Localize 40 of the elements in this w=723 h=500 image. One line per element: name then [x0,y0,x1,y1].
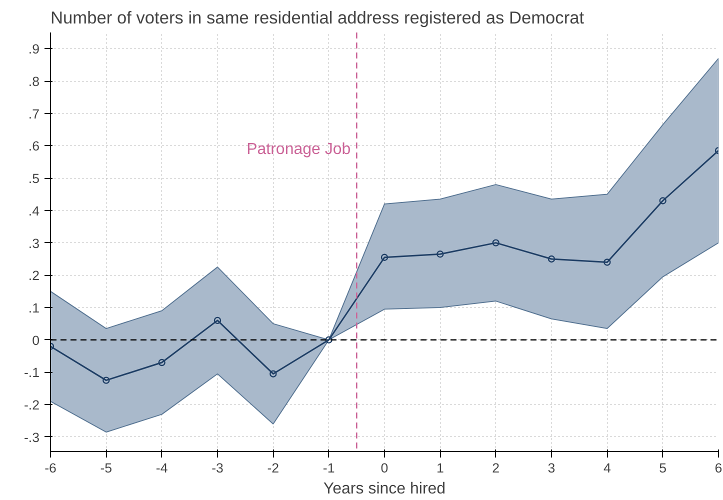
x-tick-label: 0 [380,460,388,476]
y-tick-label: -.2 [24,398,40,413]
x-tick-label: 3 [548,460,556,476]
point [102,376,110,384]
y-tick-label: .3 [28,236,40,251]
y-tick-label: .9 [28,42,40,57]
point [270,370,277,378]
x-tick-label: -1 [322,460,335,476]
y-tick-label: .7 [28,106,40,122]
point [604,258,611,266]
ref-line-label: Patronage Job [246,141,351,158]
y-tick-label: 0 [32,332,40,348]
x-tick-label: -6 [44,460,56,476]
point [436,250,444,258]
point [548,255,556,263]
y-tick-label: .5 [28,171,40,186]
y-tick-label: -.1 [24,365,40,380]
x-tick-label: 1 [436,460,444,476]
x-tick-label: -3 [212,460,224,476]
point [492,239,500,246]
point [380,254,388,261]
y-tick-label: .2 [28,268,40,284]
point [214,316,222,324]
x-tick-label: -4 [156,460,168,476]
y-tick-label: .8 [28,74,40,90]
y-tick-label: -.3 [24,430,40,445]
y-tick-label: .6 [28,138,40,154]
x-tick-label: -5 [100,460,112,476]
x-tick-label: 6 [714,460,722,476]
x-tick-label: 5 [659,460,667,476]
point [325,336,332,344]
point [158,358,166,366]
y-tick-label: .1 [28,300,40,316]
x-tick-label: -2 [267,460,280,476]
x-axis-title: Years since hired [323,480,446,498]
point [659,197,666,204]
x-tick-label: 2 [492,460,500,476]
chart-title: Number of voters in same residential address registered as Democrat [50,8,584,28]
x-tick-label: 4 [603,460,612,476]
y-tick-label: .4 [28,203,40,218]
